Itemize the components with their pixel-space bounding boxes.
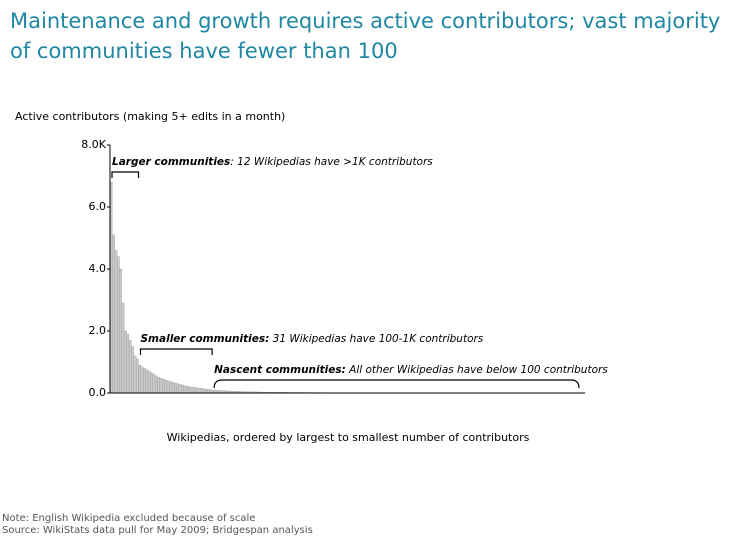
bar (119, 268, 123, 394)
y-tick-label: 4.0 (89, 262, 107, 275)
bar (200, 388, 203, 394)
bar (209, 389, 213, 394)
bar (202, 388, 206, 394)
bar (152, 374, 156, 394)
bar (178, 384, 182, 394)
bar (162, 378, 165, 394)
y-axis-label: Active contributors (making 5+ edits in … (15, 110, 285, 123)
annotation-text: : 12 Wikipedias have >1K contributors (230, 156, 433, 168)
bar (116, 256, 120, 394)
bar (140, 366, 144, 394)
bar (124, 330, 127, 394)
bracket (111, 171, 140, 178)
bar (138, 364, 142, 394)
chart-title: Maintenance and growth requires active c… (10, 9, 721, 63)
bar (173, 382, 177, 394)
bar (147, 371, 151, 394)
bar (133, 355, 137, 394)
bar (159, 377, 163, 394)
bar (157, 377, 161, 394)
bar (166, 380, 170, 394)
annotation-text: 31 Wikipedias have 100-1K contributors (269, 333, 483, 345)
bar (112, 234, 115, 394)
y-tick-label: 2.0 (89, 324, 107, 337)
annotation: Larger communities: 12 Wikipedias have >… (112, 156, 433, 168)
bar (181, 384, 184, 394)
bar (176, 383, 180, 394)
y-tick-label: 0.0 (89, 386, 107, 399)
bar (143, 368, 146, 394)
annotation: Nascent communities: All other Wikipedia… (214, 364, 608, 376)
bar (131, 346, 134, 394)
annotation-label: Nascent communities: (214, 364, 346, 376)
bar (121, 302, 125, 394)
annotation: Smaller communities: 31 Wikipedias have … (141, 333, 484, 345)
annotation-label: Larger communities (112, 156, 230, 168)
bar (126, 333, 130, 394)
bar (195, 387, 199, 394)
bar (150, 372, 153, 394)
y-tick-label: 6.0 (89, 200, 107, 213)
bracket (139, 348, 213, 355)
bar (207, 389, 210, 394)
bar (204, 388, 208, 394)
x-axis-label: Wikipedias, ordered by largest to smalle… (167, 431, 530, 444)
bar (128, 340, 132, 394)
annotation-label: Smaller communities: (141, 333, 270, 345)
bar (188, 386, 191, 394)
bar (145, 369, 149, 394)
bar (185, 386, 189, 394)
annotation-text: All other Wikipedias have below 100 cont… (346, 364, 609, 376)
bar (114, 250, 118, 394)
note: Note: English Wikipedia excluded because… (2, 513, 255, 524)
bar (190, 386, 194, 394)
y-tick-label: 8.0K (81, 138, 106, 151)
bar (183, 385, 187, 394)
bracket (213, 379, 580, 389)
bar (164, 379, 168, 394)
bar (171, 381, 175, 394)
bar (197, 387, 201, 394)
bar (169, 381, 172, 394)
bar (154, 375, 158, 394)
note: Source: WikiStats data pull for May 2009… (2, 525, 313, 536)
bar (192, 387, 196, 394)
bar (135, 358, 139, 394)
